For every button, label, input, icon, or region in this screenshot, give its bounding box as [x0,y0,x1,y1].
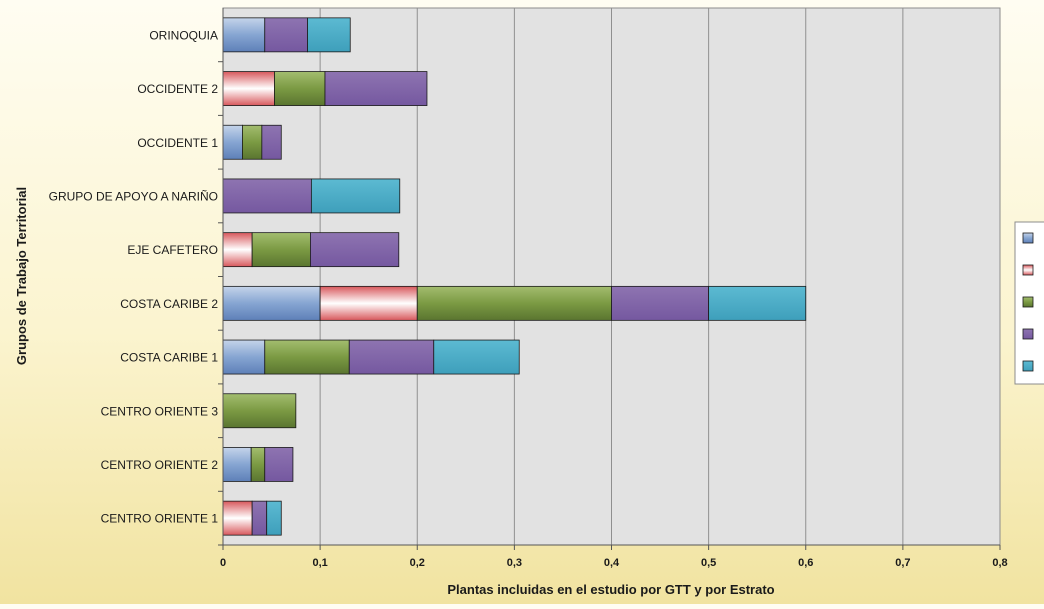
y-axis-title: Grupos de Trabajo Territorial [14,187,29,365]
x-axis-title: Plantas incluidas en el estudio por GTT … [447,582,774,597]
bar-segment [416,285,612,321]
bar-segment [242,124,263,160]
x-tick-label: 0,7 [895,557,910,569]
x-tick-label: 0,1 [312,557,327,569]
bar-segment [264,339,350,375]
y-tick-label: ORINOQUIA [149,28,218,42]
bar-segment [222,178,312,214]
bar-segment [264,447,294,482]
bar-segment [310,178,401,214]
legend-swatch [1022,328,1034,340]
legend-swatch [1022,360,1034,372]
bar-segment [251,500,268,536]
bar-segment [222,393,297,429]
x-tick-label: 0,3 [507,557,522,569]
bar-segment [324,71,428,106]
legend-swatch [1022,264,1034,276]
bar-segment [611,285,710,321]
x-tick-label: 0,4 [604,557,620,569]
x-tick-label: 0,5 [701,557,716,569]
y-tick-label: CENTRO ORIENTE 2 [101,458,219,472]
bar-segment [261,124,282,160]
legend-swatch [1022,296,1034,308]
x-tick-label: 0,2 [410,557,425,569]
y-tick-label: OCCIDENTE 1 [137,136,218,150]
bar-segment [222,124,243,160]
bar-segment [222,285,321,321]
bar-segment [222,17,266,53]
bar-segment [264,17,308,53]
x-tick-label: 0 [220,557,226,569]
bar-segment [433,339,520,375]
bar-segment [266,500,282,536]
y-tick-label: CENTRO ORIENTE 3 [101,404,219,418]
y-tick-label: COSTA CARIBE 1 [120,351,218,365]
y-tick-label: COSTA CARIBE 2 [120,297,218,311]
bar-segment [250,447,266,482]
y-tick-label: EJE CAFETERO [127,243,218,257]
x-tick-label: 0,6 [798,557,813,569]
legend [1014,221,1044,385]
bar-segment [307,17,351,53]
bar-segment [222,500,253,536]
bar-segment [222,447,252,482]
axes: 0 0,1 0,2 0,3 0,4 0,5 0,6 0,7 0,8 CENTRO ORIENTE … [49,8,1008,569]
legend-swatch [1022,232,1034,244]
bar-segment [348,339,435,375]
bar-segment [251,232,311,268]
y-tick-label: OCCIDENTE 2 [137,82,218,96]
bar-segment [708,285,807,321]
bar-segment [222,232,253,268]
bars [222,17,807,536]
bar-segment [310,232,400,268]
x-tick-label: 0,8 [992,557,1007,569]
bar-segment [274,71,326,106]
y-tick-label: GRUPO DE APOYO A NARIÑO [49,189,218,203]
bar-segment [222,339,266,375]
bar-segment [319,285,418,321]
bar-segment [222,71,275,106]
y-tick-label: CENTRO ORIENTE 1 [101,512,219,526]
